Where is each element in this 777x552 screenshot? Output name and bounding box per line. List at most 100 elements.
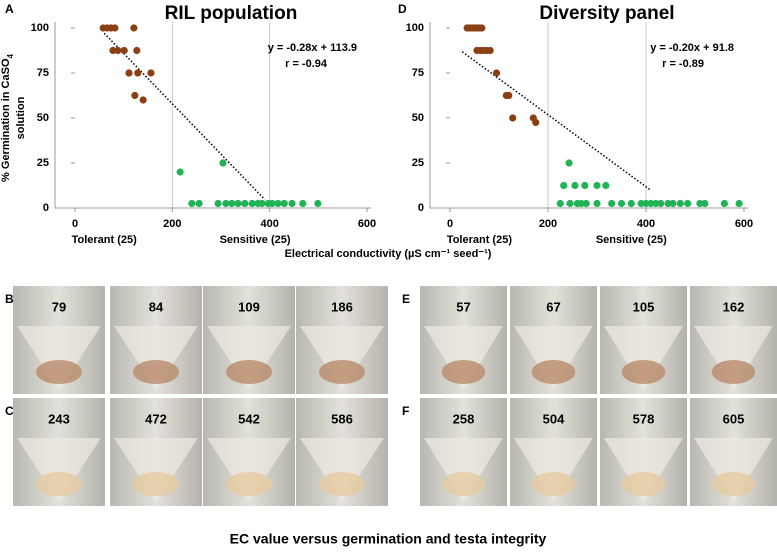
tube-cone: [424, 326, 503, 390]
point: [684, 199, 692, 208]
point: [133, 46, 141, 55]
point: [566, 199, 574, 208]
chart-title: Diversity panel: [539, 3, 674, 24]
x-tick-label: 0: [72, 218, 78, 230]
point: [505, 91, 513, 100]
y-tick-label: 50: [412, 112, 424, 124]
point: [593, 199, 601, 208]
ec-value: 542: [238, 411, 260, 426]
ec-value: 105: [633, 299, 655, 314]
point: [299, 199, 307, 208]
tube-cone: [207, 326, 291, 390]
point: [219, 159, 227, 167]
tube-cone: [604, 438, 683, 502]
tube-cone: [114, 326, 198, 390]
point: [188, 199, 196, 208]
ec-value: 605: [723, 411, 745, 426]
x-tick-label: 400: [637, 218, 655, 230]
point: [565, 159, 573, 167]
point: [258, 199, 266, 208]
point: [582, 199, 590, 208]
point: [139, 96, 147, 104]
point: [509, 114, 517, 122]
point: [593, 181, 601, 190]
tube-cone: [514, 326, 593, 390]
x-tick-label: 200: [163, 218, 181, 230]
ec-value: 472: [145, 411, 167, 426]
point: [720, 199, 729, 208]
tube-cone: [207, 438, 291, 502]
y-tick-label: 50: [37, 112, 49, 124]
seed: [226, 472, 272, 496]
y-axis-label-part: % Germination in CaSO: [0, 58, 12, 182]
point: [222, 199, 230, 208]
point: [248, 199, 256, 208]
seed: [133, 360, 179, 384]
tube-cone: [17, 438, 101, 502]
x-tick-label: 200: [539, 218, 557, 230]
point: [669, 199, 677, 208]
tube-cone: [514, 438, 593, 502]
ec-value: 109: [238, 299, 260, 314]
y-tick-label: 75: [37, 67, 49, 79]
y-tick-label: 0: [418, 202, 424, 214]
point: [560, 181, 568, 190]
y-tick-label: 75: [412, 67, 424, 79]
point: [492, 69, 501, 77]
point: [280, 199, 288, 208]
ec-value: 504: [543, 411, 565, 426]
point: [288, 199, 296, 208]
group-label: Sensitive (25): [220, 234, 291, 246]
group-label: Sensitive (25): [596, 234, 667, 246]
y-tick-label: 25: [37, 157, 49, 169]
seed: [711, 472, 756, 496]
point: [486, 46, 494, 55]
point: [228, 199, 236, 208]
ec-value: 84: [149, 299, 164, 314]
seed: [711, 360, 756, 384]
point: [234, 199, 242, 208]
point: [581, 181, 589, 190]
point: [114, 46, 122, 55]
group-label: Tolerant (25): [447, 234, 513, 246]
point: [134, 69, 142, 77]
tube-cone: [424, 438, 503, 502]
trendline: [103, 32, 266, 201]
tube-cone: [17, 326, 101, 390]
point: [147, 69, 155, 77]
ec-value: 67: [546, 299, 560, 314]
ec-value: 57: [456, 299, 470, 314]
x-tick-label: 600: [358, 218, 376, 230]
seed: [133, 472, 179, 496]
panel-letter: F: [402, 404, 409, 418]
y-axis-label: % Germination in CaSO4 solution: [0, 53, 27, 181]
seed: [531, 472, 576, 496]
point: [125, 69, 133, 77]
y-tick-label: 100: [406, 22, 424, 34]
point: [701, 199, 709, 208]
seed: [441, 360, 486, 384]
point: [617, 199, 626, 208]
ec-value: 79: [52, 299, 66, 314]
ec-value: 258: [453, 411, 475, 426]
point: [314, 199, 322, 208]
panel-letter: E: [402, 292, 410, 306]
y-tick-label: 25: [412, 157, 424, 169]
correlation: r = -0.94: [285, 58, 328, 70]
seed: [621, 472, 666, 496]
seed: [226, 360, 272, 384]
seed: [36, 360, 82, 384]
point: [274, 199, 282, 208]
x-tick-label: 400: [260, 218, 278, 230]
x-axis-label: Electrical conductivity (µS cm⁻¹ seed⁻¹): [285, 248, 492, 260]
x-tick-label: 0: [447, 218, 453, 230]
point: [120, 46, 128, 55]
seed: [36, 472, 82, 496]
caption: EC value versus germination and testa in…: [230, 531, 547, 547]
panel-letter: B: [5, 292, 14, 306]
panel-letter: A: [5, 2, 14, 16]
tube-cone: [114, 438, 198, 502]
point: [214, 199, 222, 208]
tube-cone: [300, 326, 384, 390]
